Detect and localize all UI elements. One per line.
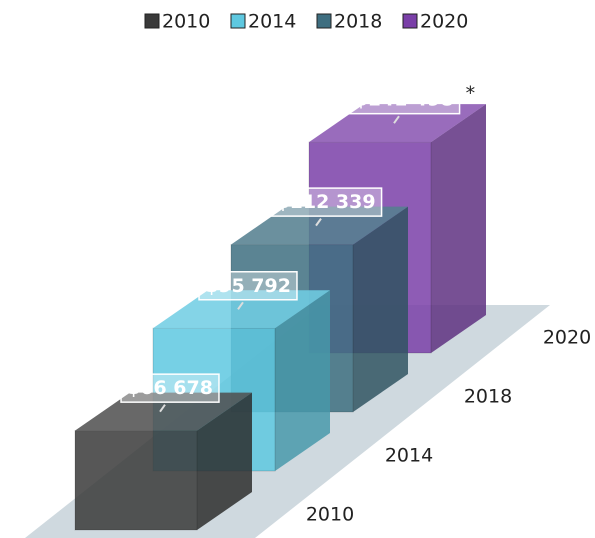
legend-label: 2020 [420,11,468,33]
leader-line [237,301,244,310]
legend-swatch [316,13,332,29]
depth-label: 2014 [385,445,433,467]
value-label-box [198,271,298,301]
value-label: $141 498 [354,89,453,111]
bar-side [275,290,330,471]
depth-label: 2020 [543,327,591,349]
legend-swatch [402,13,418,29]
leader-line [393,115,400,124]
annotation: * [466,83,476,105]
bar-side-shade [353,206,408,412]
depth-label: 2010 [306,504,354,526]
value-label: $66 678 [127,377,213,399]
bar-side [353,206,408,412]
value-label-box [347,84,461,115]
value-label-box [120,373,220,403]
legend-swatch [144,13,160,29]
leader-line [315,218,322,227]
bar-side-shade [275,290,330,471]
leader-line [159,404,166,413]
legend-swatch [230,13,246,29]
bar-side [197,392,252,530]
value-label: $112 339 [276,191,375,213]
value-label: $95 792 [205,275,291,297]
bar-front [74,430,198,531]
legend-label: 2010 [162,11,210,33]
legend-label: 2018 [334,11,382,33]
depth-label: 2018 [464,386,512,408]
legend-label: 2014 [248,11,296,33]
bar-side-shade [431,104,486,354]
bar [74,392,252,531]
bar-side [431,104,486,354]
value-label-box [269,187,383,217]
bar-side-shade [197,392,252,530]
